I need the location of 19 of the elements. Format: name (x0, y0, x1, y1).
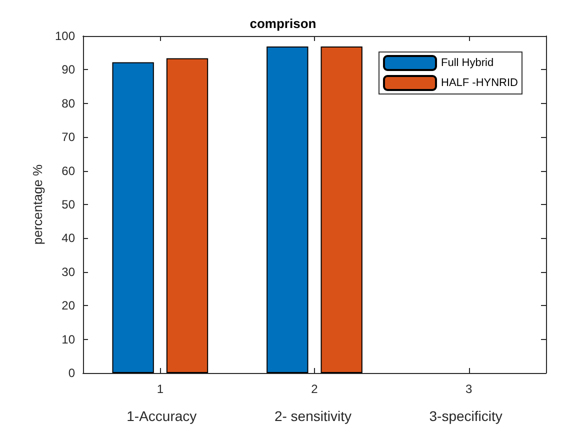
y-tick-label: 40 (62, 231, 76, 246)
x-axis-title: 1-Accuracy 2- sensitivity 3-specificity (126, 408, 502, 424)
y-tick-label: 30 (62, 264, 76, 279)
x-tick-label: 2 (311, 382, 318, 396)
y-tick-label: 60 (62, 164, 76, 178)
y-tick-label: 50 (62, 198, 76, 212)
y-tick-label: 80 (62, 96, 76, 110)
x-tick-label: 1 (156, 382, 164, 396)
chart-title: comprison (250, 16, 316, 31)
y-tick-label: 10 (62, 332, 76, 346)
y-tick-label: 20 (62, 298, 76, 313)
y-tick-label: 90 (62, 62, 76, 77)
y-axis-title: percentage % (30, 164, 46, 245)
legend-label: Full Hybrid (440, 57, 494, 69)
y-tick-label: 100 (54, 29, 76, 43)
legend-label: HALF -HYNRID (440, 77, 518, 89)
y-tick-label: 0 (68, 366, 76, 380)
x-tick-label: 3 (465, 382, 472, 396)
y-tick-label: 70 (62, 130, 76, 144)
